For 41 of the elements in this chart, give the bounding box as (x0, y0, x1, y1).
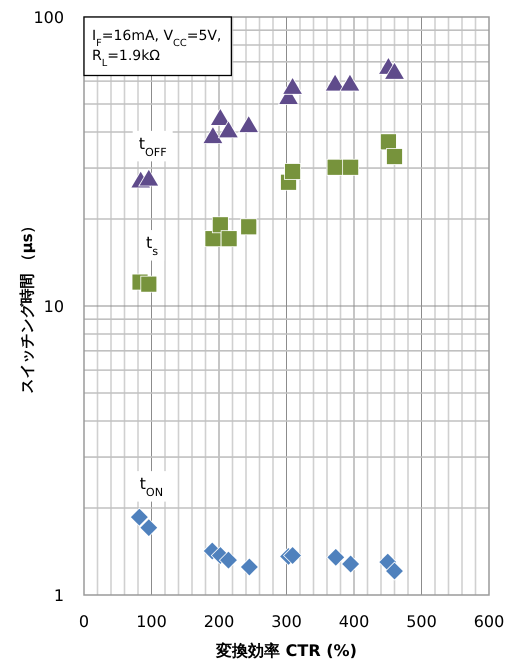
x-tick-label: 200 (204, 612, 234, 631)
point (386, 148, 403, 165)
y-axis-title: スイッチング時間 （μs） (18, 218, 36, 394)
point (140, 276, 158, 293)
point (212, 216, 229, 234)
x-tick-label: 300 (271, 612, 302, 631)
point (138, 168, 160, 186)
point (342, 158, 360, 176)
x-axis-title: 変換効率 CTR (%) (215, 641, 357, 660)
y-tick-label: 10 (44, 297, 64, 316)
point (130, 508, 149, 527)
point (283, 546, 302, 565)
point (284, 163, 301, 180)
point (218, 120, 239, 138)
point (238, 115, 260, 133)
point (282, 76, 303, 95)
x-tick-label: 600 (474, 612, 504, 631)
annotation: R$_{L}$=1.9kΩ (92, 48, 160, 68)
point (340, 74, 360, 92)
point (384, 62, 405, 80)
point (326, 548, 346, 567)
annotation: I$_{F}$=16mA, V$_{CC}$=5V, (92, 28, 222, 48)
series-label: t$_{ON}$ (140, 474, 164, 499)
point (220, 230, 238, 248)
x-tick-label: 400 (338, 612, 370, 631)
point (139, 518, 158, 538)
point (341, 554, 360, 574)
series-label: t$_{OFF}$ (138, 134, 167, 158)
y-tick-label: 1 (54, 586, 64, 605)
y-tick-label: 100 (33, 8, 64, 27)
point (240, 558, 259, 576)
point (326, 158, 344, 176)
x-tick-label: 100 (136, 612, 167, 631)
point (385, 562, 404, 580)
point (240, 218, 258, 236)
x-tick-label: 0 (78, 612, 90, 631)
point (380, 133, 397, 150)
series-label: t$_{s}$ (146, 233, 158, 258)
point (202, 126, 224, 144)
x-tick-label: 500 (406, 612, 437, 631)
point (219, 550, 238, 570)
